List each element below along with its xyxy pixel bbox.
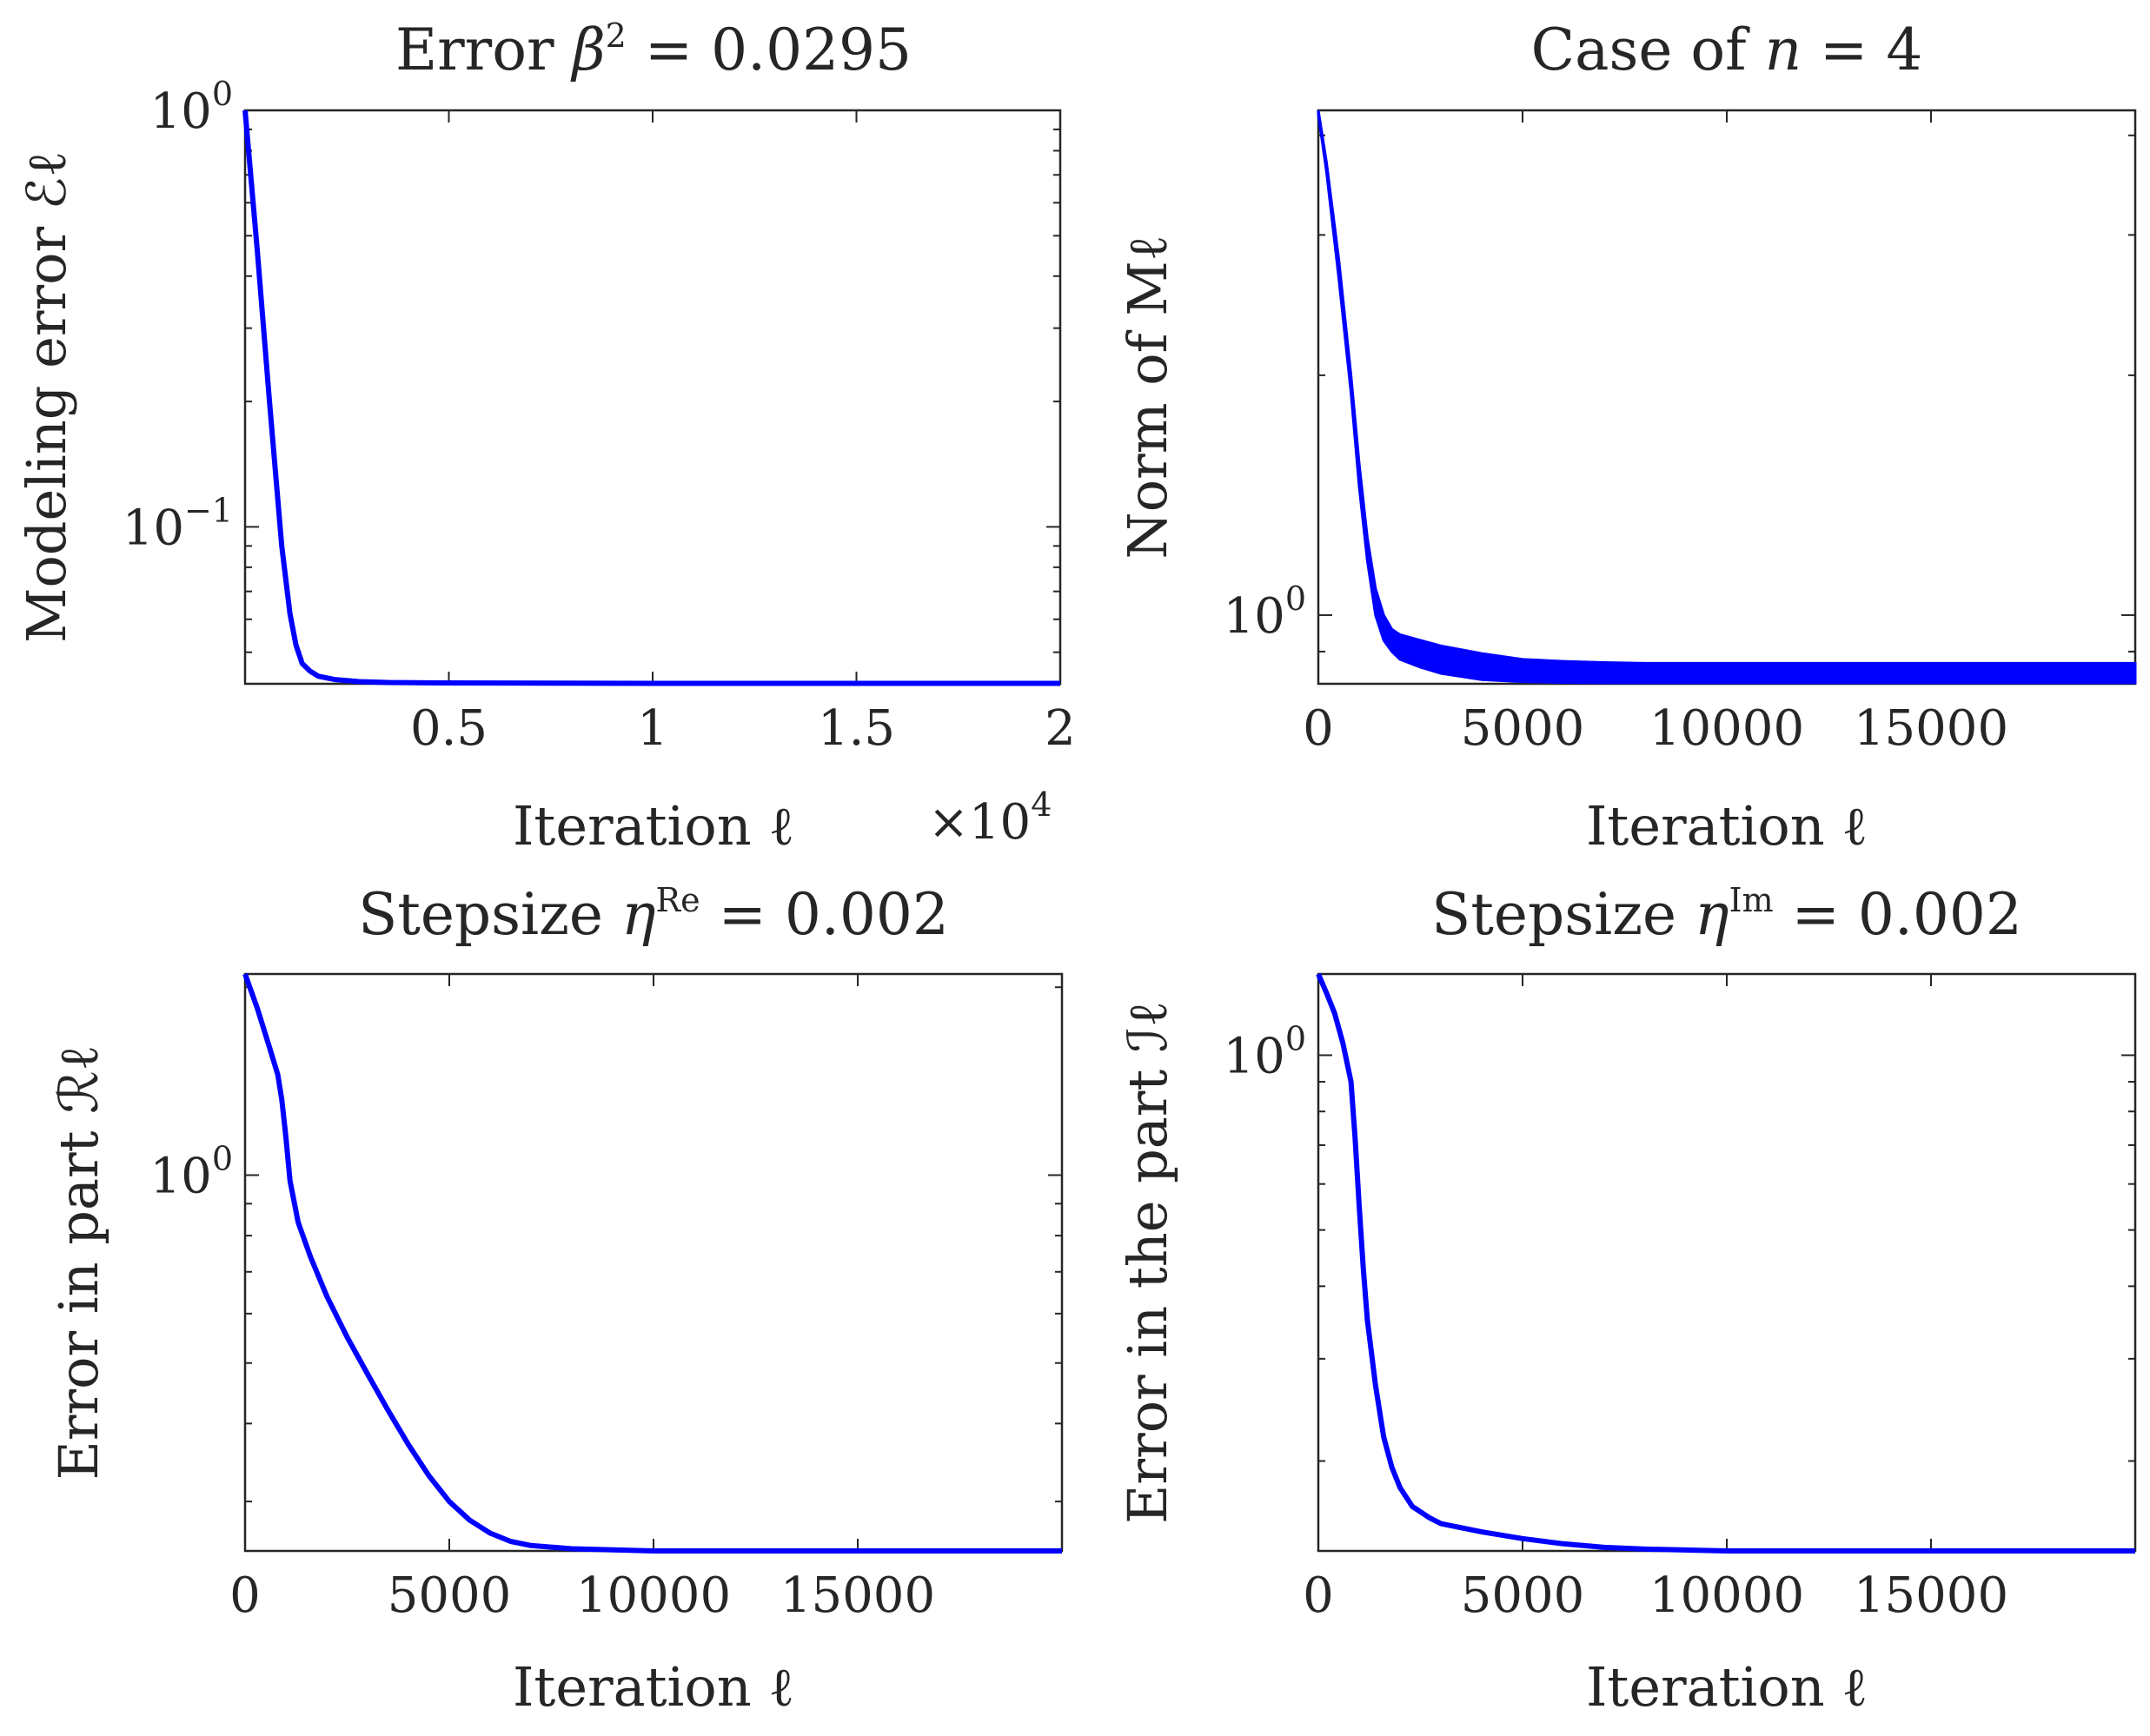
- x-tick-label: 5000: [1461, 1567, 1585, 1624]
- x-tick-label: 0: [1303, 700, 1334, 757]
- y-tick-label: 10−1: [123, 491, 233, 556]
- chart-br-axes-frame: [1317, 972, 2137, 1553]
- chart-tl-x-multiplier: ×104: [928, 785, 1052, 851]
- chart-tr-title: Case of n = 4: [1531, 17, 1923, 83]
- x-tick-label: 0: [229, 1567, 261, 1624]
- chart-br: Stepsize ηIm = 0.002 0 5000 10000 15000100 …: [1116, 881, 2137, 1719]
- chart-br-series: [1316, 972, 2135, 1554]
- chart-br-ylabel: Error in the part ℐℓ: [1116, 1001, 1179, 1524]
- chart-bl-series: [242, 972, 1062, 1554]
- chart-bl-title: Stepsize ηRe = 0.002: [358, 881, 949, 948]
- x-tick-label: 0.5: [410, 700, 488, 757]
- x-tick-label: 15000: [1854, 700, 2008, 757]
- chart-br-xlabel: Iteration ℓ: [1586, 1655, 1868, 1719]
- chart-tl-title: Error β2 = 0.0295: [395, 17, 912, 83]
- chart-tr-series: [1317, 109, 2137, 685]
- chart-br-ticks: 0 5000 10000 15000 100: [1224, 974, 2135, 1624]
- x-tick-label: 1: [637, 700, 668, 757]
- x-tick-label: 15000: [1854, 1567, 2008, 1624]
- series-line: [242, 972, 1062, 1554]
- chart-tr-axes-frame: [1317, 109, 2137, 686]
- x-tick-label: 0: [1303, 1567, 1334, 1624]
- x-tick-label: 1.5: [818, 700, 895, 757]
- chart-tr: Case of n = 4 0 5000 10000 15000 100 Iterati…: [1116, 17, 2137, 858]
- chart-tl-ticks: 0.5 1 1.5 2 100 10−1: [123, 75, 1076, 757]
- chart-bl: Stepsize ηRe = 0.002 0 5000 10000 15000100 …: [47, 881, 1064, 1719]
- chart-bl-ticks: 0 5000 10000 15000 100: [150, 974, 1062, 1624]
- series-line: [242, 109, 1060, 686]
- y-tick-label: 100: [1224, 580, 1306, 645]
- x-tick-label: 10000: [576, 1567, 731, 1624]
- series-line: [1316, 972, 2135, 1554]
- chart-tl-xlabel: Iteration ℓ: [513, 794, 794, 858]
- chart-tl-ylabel: Modeling error ℰℓ: [15, 151, 78, 643]
- y-tick-label: 100: [150, 75, 233, 140]
- x-tick-label: 5000: [1461, 700, 1585, 757]
- x-tick-label: 10000: [1649, 1567, 1804, 1624]
- chart-bl-xlabel: Iteration ℓ: [513, 1655, 794, 1719]
- chart-tl: Error β2 = 0.0295 0.5 1 1.5 2 100 10−1 Iterat…: [15, 17, 1076, 858]
- y-tick-label: 100: [150, 1139, 233, 1204]
- chart-bl-ylabel: Error in part ℛℓ: [47, 1045, 110, 1481]
- x-tick-label: 10000: [1649, 700, 1804, 757]
- y-tick-label: 100: [1224, 1019, 1306, 1084]
- chart-tr-xlabel: Iteration ℓ: [1586, 794, 1868, 858]
- x-tick-label: 2: [1045, 700, 1076, 757]
- chart-tr-ticks: 0 5000 10000 15000 100: [1224, 110, 2135, 757]
- x-tick-label: 15000: [780, 1567, 935, 1624]
- chart-br-title: Stepsize ηIm = 0.002: [1431, 881, 2022, 948]
- chart-bl-axes-frame: [243, 972, 1064, 1553]
- chart-tl-axes-frame: [243, 109, 1062, 686]
- chart-tl-series: [242, 109, 1060, 686]
- chart-tr-ylabel: Norm of Mℓ: [1116, 235, 1179, 560]
- series-band: [1317, 109, 2137, 685]
- x-tick-label: 5000: [388, 1567, 512, 1624]
